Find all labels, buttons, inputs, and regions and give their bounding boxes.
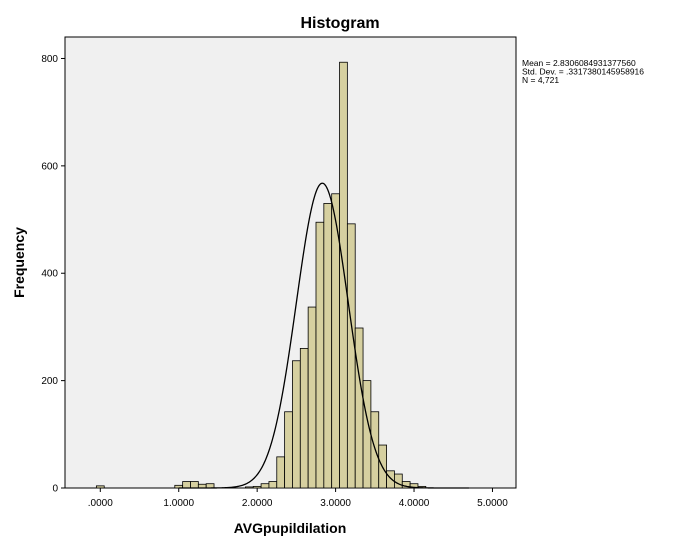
histogram-bar xyxy=(182,481,191,489)
y-tick-label: 800 xyxy=(41,54,58,65)
histogram-bar xyxy=(339,61,348,489)
histogram-bar xyxy=(386,470,395,489)
stats-line: N = 4,721 xyxy=(522,75,559,85)
stats-line: Mean = 2.8306084931377560 xyxy=(522,58,636,68)
histogram-bar xyxy=(307,306,317,489)
histogram-bar xyxy=(268,481,278,489)
histogram-bar xyxy=(284,411,293,489)
histogram-bar xyxy=(252,485,262,489)
histogram-bar xyxy=(315,221,325,489)
x-tick-label: 5.0000 xyxy=(477,498,508,509)
y-tick-label: 600 xyxy=(41,161,58,172)
y-axis-label: Frequency xyxy=(11,227,27,298)
x-tick-label: 4.0000 xyxy=(399,498,430,509)
histogram-bar xyxy=(346,223,356,489)
y-tick-label: 0 xyxy=(52,484,58,495)
x-tick-label: 3.0000 xyxy=(320,498,351,509)
normal-curve xyxy=(178,182,469,489)
y-tick-label: 200 xyxy=(41,376,58,387)
histogram-bar xyxy=(292,360,301,489)
histogram-bar xyxy=(323,203,333,489)
x-tick-label: 2.0000 xyxy=(242,498,273,509)
histogram-bar xyxy=(362,380,372,489)
histogram-bar xyxy=(95,485,105,489)
x-tick-label: .0000 xyxy=(88,498,113,509)
x-axis-label: AVGpupildilation xyxy=(234,520,347,536)
y-tick-label: 400 xyxy=(41,269,58,280)
histogram-bar xyxy=(244,486,254,489)
histogram-bar xyxy=(190,481,199,489)
histogram-bar xyxy=(299,348,309,489)
chart-title: Histogram xyxy=(300,15,379,32)
histogram-bar xyxy=(260,483,270,489)
y-axis: 0 200 400 600 800 xyxy=(41,54,65,495)
stats-line: Std. Dev. = .3317380145958916 xyxy=(522,67,644,77)
x-axis: .0000 1.0000 2.0000 3.0000 4.0000 5.0000 xyxy=(88,488,508,509)
x-tick-label: 1.0000 xyxy=(163,498,194,509)
histogram-bar xyxy=(394,473,403,489)
histogram-bar xyxy=(276,456,286,489)
histogram-bar xyxy=(354,327,364,489)
